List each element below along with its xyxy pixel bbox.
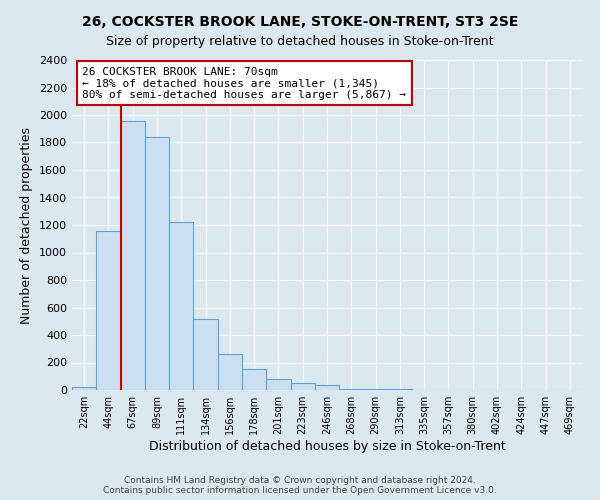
Y-axis label: Number of detached properties: Number of detached properties — [20, 126, 34, 324]
Bar — [339, 388, 364, 390]
Bar — [169, 222, 193, 390]
Bar — [121, 120, 145, 390]
X-axis label: Distribution of detached houses by size in Stoke-on-Trent: Distribution of detached houses by size … — [149, 440, 505, 453]
Bar — [72, 386, 96, 390]
Text: Contains HM Land Registry data © Crown copyright and database right 2024.
Contai: Contains HM Land Registry data © Crown c… — [103, 476, 497, 495]
Bar — [193, 318, 218, 390]
Text: Size of property relative to detached houses in Stoke-on-Trent: Size of property relative to detached ho… — [106, 35, 494, 48]
Text: 26 COCKSTER BROOK LANE: 70sqm
← 18% of detached houses are smaller (1,345)
80% o: 26 COCKSTER BROOK LANE: 70sqm ← 18% of d… — [82, 66, 406, 100]
Bar — [145, 137, 169, 390]
Bar — [364, 389, 388, 390]
Bar — [266, 379, 290, 390]
Text: 26, COCKSTER BROOK LANE, STOKE-ON-TRENT, ST3 2SE: 26, COCKSTER BROOK LANE, STOKE-ON-TRENT,… — [82, 15, 518, 29]
Bar — [315, 384, 339, 390]
Bar — [218, 354, 242, 390]
Bar — [242, 370, 266, 390]
Bar — [96, 231, 121, 390]
Bar — [290, 383, 315, 390]
